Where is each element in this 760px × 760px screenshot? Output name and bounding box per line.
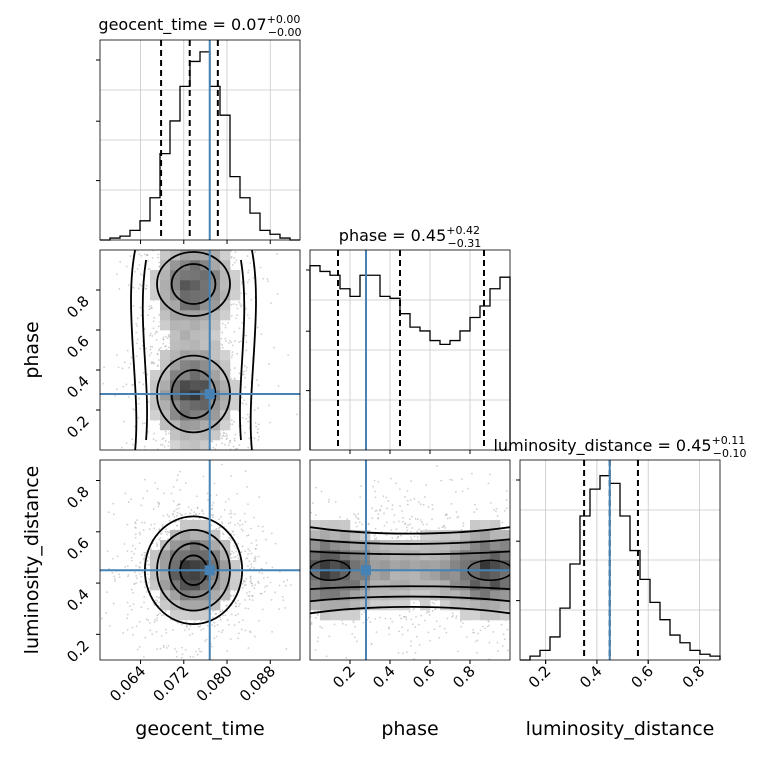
hist1d-geocent_time [96, 39, 301, 244]
contours [310, 526, 510, 615]
y-axis-label: luminosity_distance [21, 466, 43, 655]
title-phase: phase = 0.45+0.42 −0.31 [339, 224, 481, 250]
x-tick-label: 0.072 [150, 662, 193, 705]
axes-frame [99, 39, 301, 241]
contour-line [310, 606, 510, 615]
axes-frame [519, 459, 721, 661]
contour-line [310, 526, 510, 535]
truth-marker [204, 565, 215, 576]
hist2d-geocent_time-luminosity_distance [99, 459, 301, 661]
x-axis-label: geocent_time [135, 718, 264, 740]
x-tick-label: 0.2 [525, 662, 555, 692]
contour-line [310, 585, 510, 591]
y-tick-label: 0.4 [63, 372, 93, 402]
title-luminosity_distance: luminosity_distance = 0.45+0.11 −0.10 [493, 434, 746, 460]
y-tick-label: 0.8 [63, 483, 93, 513]
title-geocent_time: geocent_time = 0.07+0.00 −0.00 [98, 13, 301, 39]
panel-body [100, 463, 292, 660]
axes-frame [309, 249, 511, 451]
contour-line [310, 538, 510, 545]
axis-labels: geocent_time phase luminosity_distancephas… [21, 321, 714, 740]
y-tick-label: 0.2 [63, 412, 93, 442]
y-tick-label: 0.8 [63, 292, 93, 322]
x-tick-label: 0.4 [576, 662, 606, 692]
contour-line [249, 250, 257, 450]
y-tick-label: 0.2 [63, 636, 93, 666]
x-axis-label: phase [381, 718, 438, 740]
x-tick-label: 0.6 [627, 662, 657, 692]
x-tick-label: 0.8 [679, 662, 709, 692]
contour-line [130, 250, 138, 450]
x-tick-label: 0.064 [106, 662, 149, 705]
axes-frame [99, 459, 301, 661]
axes-frame [309, 459, 511, 661]
hist-step [100, 51, 300, 241]
density-cells [150, 250, 241, 450]
contour-line [170, 263, 217, 305]
contour-line [156, 251, 231, 317]
contour-line [310, 595, 510, 603]
hist-step [309, 265, 511, 450]
x-tick-label: 0.088 [236, 662, 279, 705]
axes-frame [99, 249, 301, 451]
contour-line [141, 259, 148, 441]
contours [130, 250, 257, 450]
y-tick-label: 0.4 [63, 585, 93, 615]
y-tick-label: 0.6 [63, 332, 93, 362]
panel-title: luminosity_distance = 0.45+0.11 −0.10 [493, 434, 746, 460]
x-tick-label: 0.8 [449, 662, 479, 692]
x-tick-label: 0.4 [369, 662, 399, 692]
y-tick-label: 0.6 [63, 534, 93, 564]
x-tick-label: 0.2 [329, 662, 359, 692]
truth-marker [204, 389, 215, 399]
x-tick-label: 0.080 [193, 662, 236, 705]
y-axis-label: phase [21, 321, 43, 378]
contour-line [239, 259, 246, 441]
truth-marker [361, 565, 371, 576]
panel-title: geocent_time = 0.07+0.00 −0.00 [98, 13, 301, 39]
hist2d-geocent_time-phase [99, 249, 301, 451]
x-axis-label: luminosity_distance [526, 718, 715, 740]
panel-body [102, 250, 298, 450]
panel-title: phase = 0.45+0.42 −0.31 [339, 224, 481, 250]
hist1d-luminosity_distance [516, 459, 721, 664]
hist1d-phase [306, 249, 511, 454]
x-tick-label: 0.6 [409, 662, 439, 692]
hist-step [520, 475, 721, 661]
contour-line [310, 550, 510, 556]
hist2d-phase-luminosity_distance [309, 459, 511, 661]
panel-body [310, 465, 510, 660]
